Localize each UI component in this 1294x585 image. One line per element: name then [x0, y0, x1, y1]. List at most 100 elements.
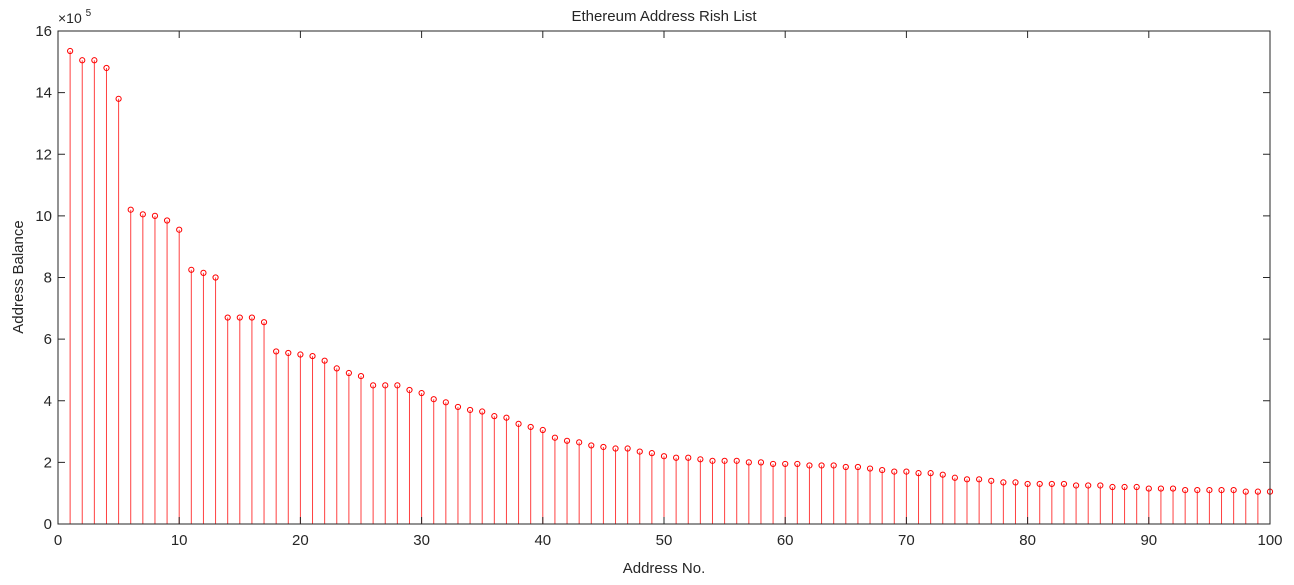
stem-marker: [576, 439, 583, 446]
stem-marker: [127, 206, 134, 213]
stem-marker: [491, 413, 498, 420]
stem-marker: [1121, 483, 1128, 491]
stems-group: [69, 51, 1271, 524]
x-tick-label: 0: [54, 532, 62, 549]
stem-marker: [273, 348, 280, 355]
stem-marker: [963, 476, 971, 483]
stem-marker: [67, 47, 74, 55]
stem-marker: [1169, 485, 1177, 492]
y-tick-label: 0: [44, 516, 52, 533]
stem-marker: [260, 319, 268, 326]
stem-marker: [479, 408, 486, 415]
stem-marker: [91, 57, 98, 64]
stem-marker: [988, 477, 995, 484]
stem-marker: [370, 382, 377, 389]
stem-marker: [163, 217, 171, 224]
stem-marker: [673, 454, 680, 461]
stem-marker: [454, 403, 462, 411]
x-tick-label: 40: [534, 532, 551, 549]
markers-group: [67, 47, 1274, 495]
stem-marker: [333, 365, 340, 372]
y-tick-label: 4: [44, 393, 52, 410]
stem-marker: [345, 369, 352, 377]
stem-marker: [1012, 479, 1019, 486]
stem-marker: [1218, 487, 1225, 494]
stem-marker: [782, 460, 789, 468]
stem-marker: [636, 448, 643, 455]
stem-marker: [115, 95, 122, 102]
stem-marker: [236, 314, 243, 321]
x-tick-label: 30: [413, 532, 430, 549]
stem-marker: [1230, 487, 1237, 494]
y-tick-label: 14: [35, 85, 52, 102]
stem-marker: [709, 457, 716, 464]
stem-marker: [212, 274, 219, 281]
stem-marker: [527, 423, 534, 431]
stem-marker: [418, 389, 425, 397]
x-tick-label: 10: [171, 532, 188, 549]
stem-marker: [188, 266, 195, 273]
stem-marker: [818, 462, 825, 469]
stem-marker: [879, 466, 886, 474]
stem-marker: [176, 226, 183, 233]
x-tick-label: 60: [777, 532, 794, 549]
stem-marker: [733, 457, 740, 464]
x-tick-label: 50: [656, 532, 673, 549]
y-tick-label: 16: [35, 23, 52, 40]
stem-marker: [660, 453, 668, 460]
stem-marker: [745, 459, 752, 466]
stem-marker: [151, 212, 159, 219]
stem-marker: [79, 57, 86, 64]
stem-marker: [721, 457, 728, 464]
stem-marker: [842, 463, 849, 471]
y-exponent-base: ×10: [58, 10, 82, 26]
stem-marker: [285, 349, 292, 357]
stem-marker: [503, 414, 510, 421]
y-tick-label: 12: [35, 146, 52, 163]
stem-marker: [1036, 480, 1043, 488]
stem-marker: [430, 396, 437, 403]
plot-background: [58, 31, 1270, 524]
stem-marker: [248, 314, 256, 321]
stem-marker: [442, 399, 449, 406]
stem-marker: [103, 64, 110, 72]
stem-marker: [612, 445, 619, 452]
stem-marker: [927, 470, 934, 477]
y-exponent-label: ×10 5: [58, 8, 92, 26]
chart-title: Ethereum Address Rish List: [571, 8, 757, 25]
stem-marker: [539, 426, 546, 434]
stem-marker: [588, 442, 595, 449]
stem-marker: [903, 468, 910, 475]
x-tick-label: 100: [1257, 532, 1282, 549]
stem-marker: [794, 460, 801, 468]
stem-marker: [1060, 480, 1068, 488]
stem-marker: [1048, 480, 1055, 488]
x-axis-label: Address No.: [623, 560, 706, 577]
plot-box: [57, 30, 1271, 525]
stem-marker: [866, 465, 874, 472]
stem-marker: [1242, 488, 1249, 495]
y-tick-label: 8: [44, 270, 52, 287]
stem-marker: [600, 443, 607, 451]
stem-marker: [976, 476, 983, 483]
stem-marker: [1194, 487, 1201, 494]
y-tick-label: 2: [44, 454, 52, 471]
stem-marker: [382, 382, 389, 389]
y-axis-label: Address Balance: [10, 220, 27, 333]
stem-marker: [1182, 487, 1189, 494]
stem-marker: [891, 468, 898, 475]
stem-marker: [951, 474, 958, 481]
stem-marker: [1000, 479, 1007, 486]
stem-marker: [297, 351, 304, 358]
y-exponent-power: 5: [86, 8, 92, 19]
stem-marker: [757, 459, 765, 466]
x-tick-label: 90: [1140, 532, 1157, 549]
stem-marker: [1072, 482, 1080, 489]
x-tick-label: 20: [292, 532, 309, 549]
stem-marker: [648, 450, 655, 457]
stem-marker: [769, 460, 777, 468]
stem-marker: [1145, 485, 1152, 492]
stem-marker: [1097, 482, 1104, 489]
